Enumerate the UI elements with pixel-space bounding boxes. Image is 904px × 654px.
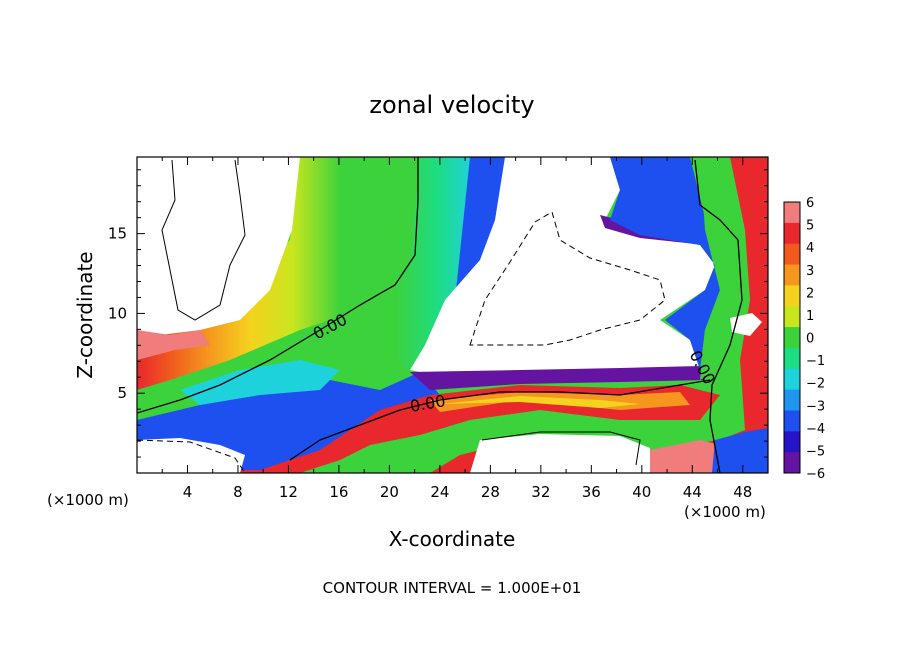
field-pink-bottomright	[650, 440, 720, 473]
x-tick-label: 8	[233, 483, 243, 501]
colorbar: 6 5 4 3 2 1 0 −1 −2 −3 −4 −5 −6	[783, 196, 825, 482]
colorbar-tick-label: −3	[806, 399, 825, 414]
colorbar-swatch	[784, 202, 800, 224]
field-white-bottomleft	[137, 438, 245, 473]
x-tick-label: 16	[329, 483, 348, 501]
colorbar-swatch	[784, 452, 800, 474]
field-pink-left	[137, 330, 210, 360]
field-white-middle	[410, 157, 715, 374]
field-purple-rim	[410, 366, 705, 390]
colorbar-swatch	[784, 431, 800, 453]
x-tick-label: 32	[531, 483, 550, 501]
colorbar-tick-label: 0	[806, 332, 814, 347]
colorbar-swatch	[784, 347, 800, 370]
chart-title: zonal velocity	[369, 91, 534, 119]
contour-solid-bottom	[481, 431, 641, 466]
y-tick-label: 15	[108, 225, 127, 243]
field-right-red	[730, 157, 768, 430]
contour-dashed-middle	[469, 211, 666, 346]
field-right-blue	[610, 157, 720, 370]
colorbar-swatch	[784, 243, 800, 266]
plot-frame	[136, 156, 769, 474]
colorbar-frame	[783, 201, 801, 474]
y-tick-label: 10	[108, 304, 127, 322]
colorbar-swatch	[784, 285, 800, 307]
field-white-bottom	[470, 434, 650, 473]
colorbar-tick-label: 5	[806, 219, 814, 234]
x-tick-label: 12	[279, 483, 298, 501]
x-tick-label: 28	[481, 483, 500, 501]
x-tick-label: 48	[733, 483, 752, 501]
contour-zero-main	[137, 157, 419, 414]
colorbar-swatch	[784, 389, 800, 411]
y-tick-label: 5	[117, 384, 127, 402]
colorbar-tick-label: −6	[806, 467, 825, 482]
colorbar-swatch	[784, 410, 800, 432]
colorbar-tick-label: −2	[806, 377, 825, 392]
colorbar-swatch	[784, 264, 800, 286]
colorbar-swatch	[784, 368, 800, 391]
x-unit-label-left: (×1000 m)	[47, 491, 129, 509]
field-white-topleft	[137, 157, 300, 335]
contour-zero-right	[694, 159, 743, 473]
colorbar-tick-label: −5	[806, 444, 825, 459]
x-axis-label: X-coordinate	[389, 527, 516, 551]
colorbar-tick-label: 4	[806, 241, 814, 256]
y-axis-label: Z-coordinate	[73, 251, 97, 378]
colorbar-tick-label: −1	[806, 354, 825, 369]
colorbar-swatch	[784, 222, 800, 245]
colorbar-tick-label: 1	[806, 309, 814, 324]
field-warm-front	[137, 157, 420, 390]
x-tick-label: 36	[582, 483, 601, 501]
colorbar-tick-label: 2	[806, 286, 814, 301]
x-unit-label-right: (×1000 m)	[684, 503, 766, 521]
x-tick-label: 24	[430, 483, 449, 501]
field-blue-bottomright	[712, 428, 768, 473]
colorbar-tick-label: −4	[806, 422, 825, 437]
x-tick-label: 20	[380, 483, 399, 501]
contour-solid-topleft	[161, 159, 246, 321]
colorbar-swatch	[784, 327, 800, 349]
colorbar-tick-label: 3	[806, 264, 814, 279]
field-lower-yellow	[440, 396, 640, 408]
plot-area	[137, 157, 768, 473]
x-tick-label: 44	[683, 483, 702, 501]
field-lower-cyan	[180, 360, 340, 405]
x-tick-label: 40	[632, 483, 651, 501]
colorbar-swatch	[784, 306, 800, 328]
contour-interval-footer: CONTOUR INTERVAL = 1.000E+01	[323, 579, 582, 597]
colorbar-tick-label: 6	[806, 196, 814, 211]
contour-zero-lower	[289, 379, 711, 461]
x-tick-label: 4	[183, 483, 193, 501]
field-right-white-spot	[730, 313, 762, 336]
